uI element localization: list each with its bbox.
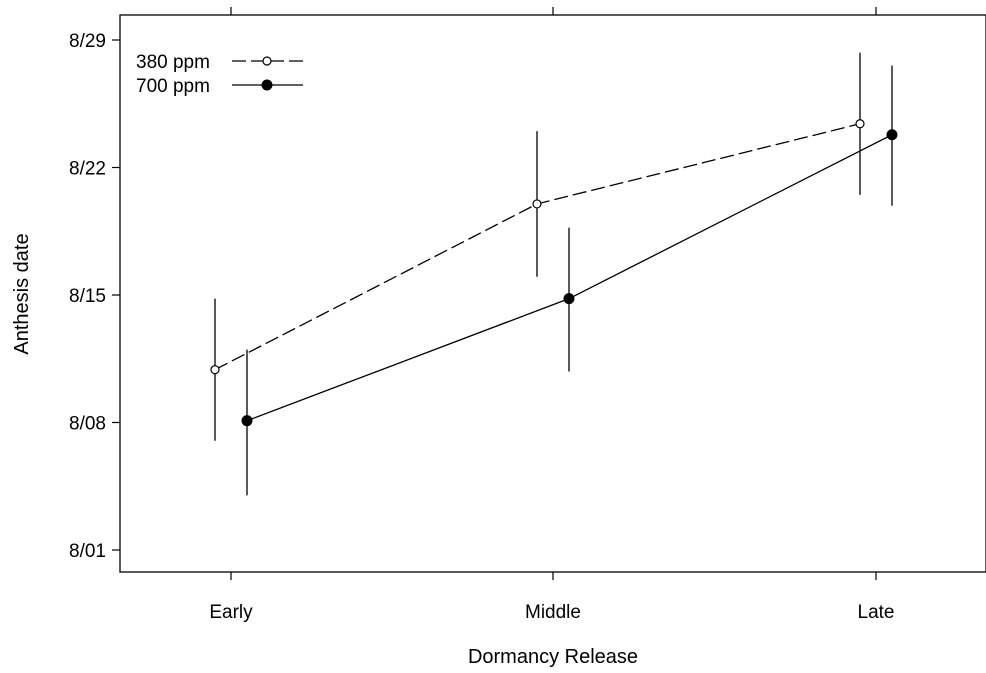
series-marks — [210, 52, 898, 496]
y-tick-label: 8/01 — [69, 541, 106, 562]
legend: 380 ppm 700 ppm — [136, 52, 303, 97]
y-tick-label: 8/22 — [69, 159, 106, 180]
legend-marker — [261, 79, 273, 91]
data-point — [241, 415, 253, 427]
x-tick-label: Early — [209, 602, 253, 623]
legend-item: 700 ppm — [136, 76, 303, 97]
x-axis-label: Dormancy Release — [468, 646, 638, 668]
series-1 — [210, 52, 865, 441]
data-point — [532, 199, 542, 209]
y-tick-label: 8/15 — [69, 286, 106, 307]
y-tick-label: 8/29 — [69, 31, 106, 52]
data-point — [210, 365, 220, 375]
data-point — [855, 119, 865, 129]
legend-label: 380 ppm — [136, 52, 210, 73]
axes: 8/01 8/08 8/15 8/22 8/29 Early Middle Late — [69, 7, 894, 623]
plot-frame — [119, 14, 986, 573]
x-tick-label: Middle — [525, 602, 581, 623]
y-tick-label: 8/08 — [69, 414, 106, 435]
y-axis-label: Anthesis date — [11, 233, 33, 354]
series-2 — [241, 65, 898, 496]
legend-marker — [262, 56, 272, 66]
legend-label: 700 ppm — [136, 76, 210, 97]
data-point — [563, 293, 575, 305]
data-point — [886, 129, 898, 141]
legend-item: 380 ppm — [136, 52, 303, 73]
x-tick-label: Late — [858, 602, 895, 623]
